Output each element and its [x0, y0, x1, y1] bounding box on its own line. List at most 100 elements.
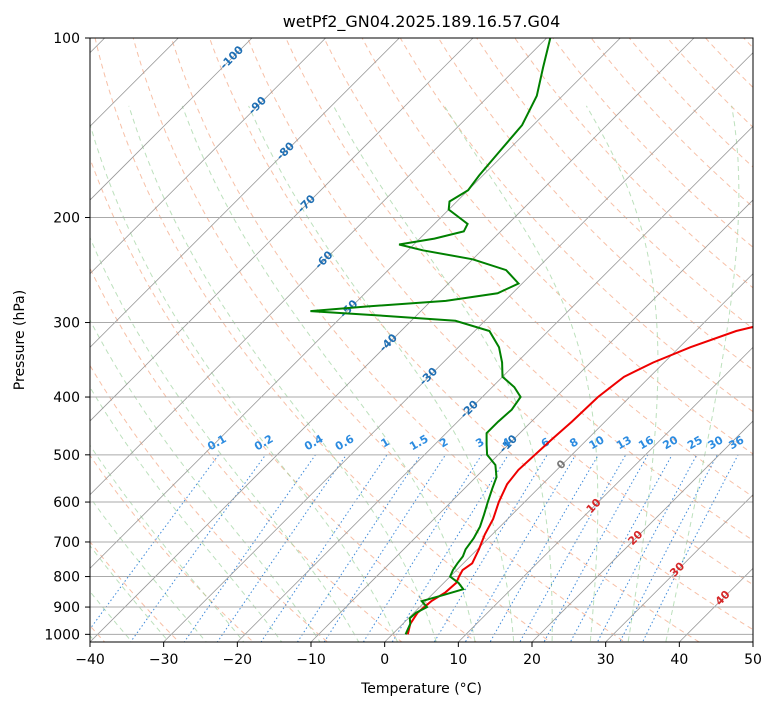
isotherm-line [90, 38, 695, 642]
x-tick-label: 10 [449, 652, 467, 668]
temperature-profile-line [406, 325, 753, 635]
x-tick-label: 0 [380, 652, 389, 668]
mixing-ratio-label: 0.1 [205, 432, 228, 453]
isotherm-label: -20 [458, 397, 481, 420]
moist-adiabat [90, 236, 360, 642]
isotherm-line [310, 199, 753, 642]
mixing-ratio-line [519, 454, 627, 642]
isotherm-label: -60 [312, 248, 335, 271]
isotherm-label: -90 [246, 94, 269, 117]
dry-adiabat [90, 267, 403, 642]
mixing-ratio-label: 13 [614, 433, 634, 452]
dry-adiabat [323, 38, 753, 498]
mixing-ratio-label: 0.4 [302, 432, 326, 453]
isotherm-label: 0 [554, 457, 569, 472]
dry-adiabat [208, 38, 753, 631]
x-tick-label: 20 [523, 652, 541, 668]
mixing-ratio-label: 36 [726, 433, 746, 452]
y-tick-label: 800 [53, 570, 80, 586]
mixing-ratio-line [464, 454, 577, 642]
mixing-ratio-label: 0.2 [252, 432, 275, 453]
y-axis-label: Pressure (hPa) [12, 290, 28, 390]
dry-adiabat [399, 38, 753, 413]
mixing-ratio-line [323, 454, 446, 642]
plot-frame [89, 37, 754, 643]
x-tick-label: 30 [597, 652, 615, 668]
isotherm-line [679, 567, 753, 642]
mixing-ratio-line [362, 454, 483, 642]
dry-adiabat [590, 38, 753, 208]
isotherm-line [458, 346, 753, 642]
dry-adiabat [90, 157, 477, 642]
isotherm-label: -40 [377, 331, 400, 354]
isotherm-line [90, 38, 253, 201]
mixing-ratio-line [543, 454, 649, 642]
y-tick-label: 400 [53, 390, 80, 406]
y-tick-label: 500 [53, 448, 80, 464]
dry-adiabat [90, 364, 329, 642]
mixing-ratio-line [489, 454, 599, 642]
moist-adiabat [181, 105, 476, 642]
moist-adiabat [585, 105, 659, 642]
dry-adiabat [552, 38, 753, 248]
mixing-ratio-line [183, 454, 316, 642]
mixing-ratio-line [296, 454, 422, 642]
dry-adiabat [247, 38, 753, 586]
mixing-ratio-line [90, 454, 220, 630]
dry-adiabat [94, 38, 552, 642]
isotherm-label: 20 [625, 528, 645, 548]
isotherm-label: -80 [274, 139, 297, 162]
mixing-ratio-label: 6 [539, 435, 552, 450]
mixing-ratio-line [569, 454, 673, 642]
moist-adiabat [90, 444, 245, 642]
isotherm-line [90, 38, 474, 422]
y-tick-label: 600 [53, 495, 80, 511]
isotherm-line [90, 38, 547, 496]
mixing-ratio-line [619, 454, 718, 642]
dry-adiabat [743, 38, 753, 49]
y-tick-label: 700 [53, 535, 80, 551]
plot-area: -100-90-80-70-60-50-40-30-20-10010203040… [90, 11, 775, 671]
moist-adiabat [128, 105, 437, 642]
isotherm-line [605, 494, 753, 642]
dry-adiabat [170, 38, 700, 642]
axes: −40 −30 −20 −10 0 10 20 30 40 5010020030040050060… [44, 31, 762, 668]
moist-adiabat [90, 122, 399, 642]
moist-adiabat [248, 105, 515, 642]
mixing-ratio-line [216, 454, 347, 642]
mixing-ratio-label: 25 [685, 433, 705, 452]
dry-adiabat [756, 11, 775, 671]
isotherm-label: -70 [295, 192, 318, 215]
mixing-ratio-label: 0.6 [333, 432, 357, 453]
dry-adiabat [666, 38, 753, 128]
x-tick-label: −30 [149, 652, 179, 668]
isotherm-line [752, 641, 753, 642]
y-tick-label: 200 [53, 211, 80, 227]
moist-adiabat [333, 105, 553, 642]
mixing-ratio-label: 1 [379, 435, 392, 450]
isotherm-line [90, 38, 326, 275]
isotherm-line [90, 38, 400, 348]
isotherm-line [384, 273, 753, 642]
moist-adiabat [90, 319, 321, 642]
isotherm-label: -100 [217, 43, 246, 72]
chart-title: wetPf2_GN04.2025.189.16.57.G04 [283, 12, 561, 32]
isotherm-line [531, 420, 753, 642]
dry-adiabat [132, 38, 626, 642]
x-axis-label: Temperature (°C) [360, 681, 482, 697]
x-tick-label: 50 [744, 652, 762, 668]
x-tick-label: −40 [75, 652, 105, 668]
y-tick-label: 300 [53, 316, 80, 332]
mixing-ratio-label: 10 [587, 433, 607, 452]
mixing-ratio-label: 3 [473, 435, 486, 450]
isotherm-line [163, 52, 753, 642]
y-tick-label: 1000 [44, 627, 80, 643]
mixing-ratio-label: 1.5 [407, 432, 430, 453]
dry-adiabat [361, 38, 753, 455]
dry-adiabat [285, 38, 753, 541]
dry-adiabat [514, 38, 753, 289]
isotherm-label: 10 [584, 496, 604, 516]
moist-adiabat [90, 544, 170, 642]
mixing-ratio-label: 20 [660, 433, 680, 452]
